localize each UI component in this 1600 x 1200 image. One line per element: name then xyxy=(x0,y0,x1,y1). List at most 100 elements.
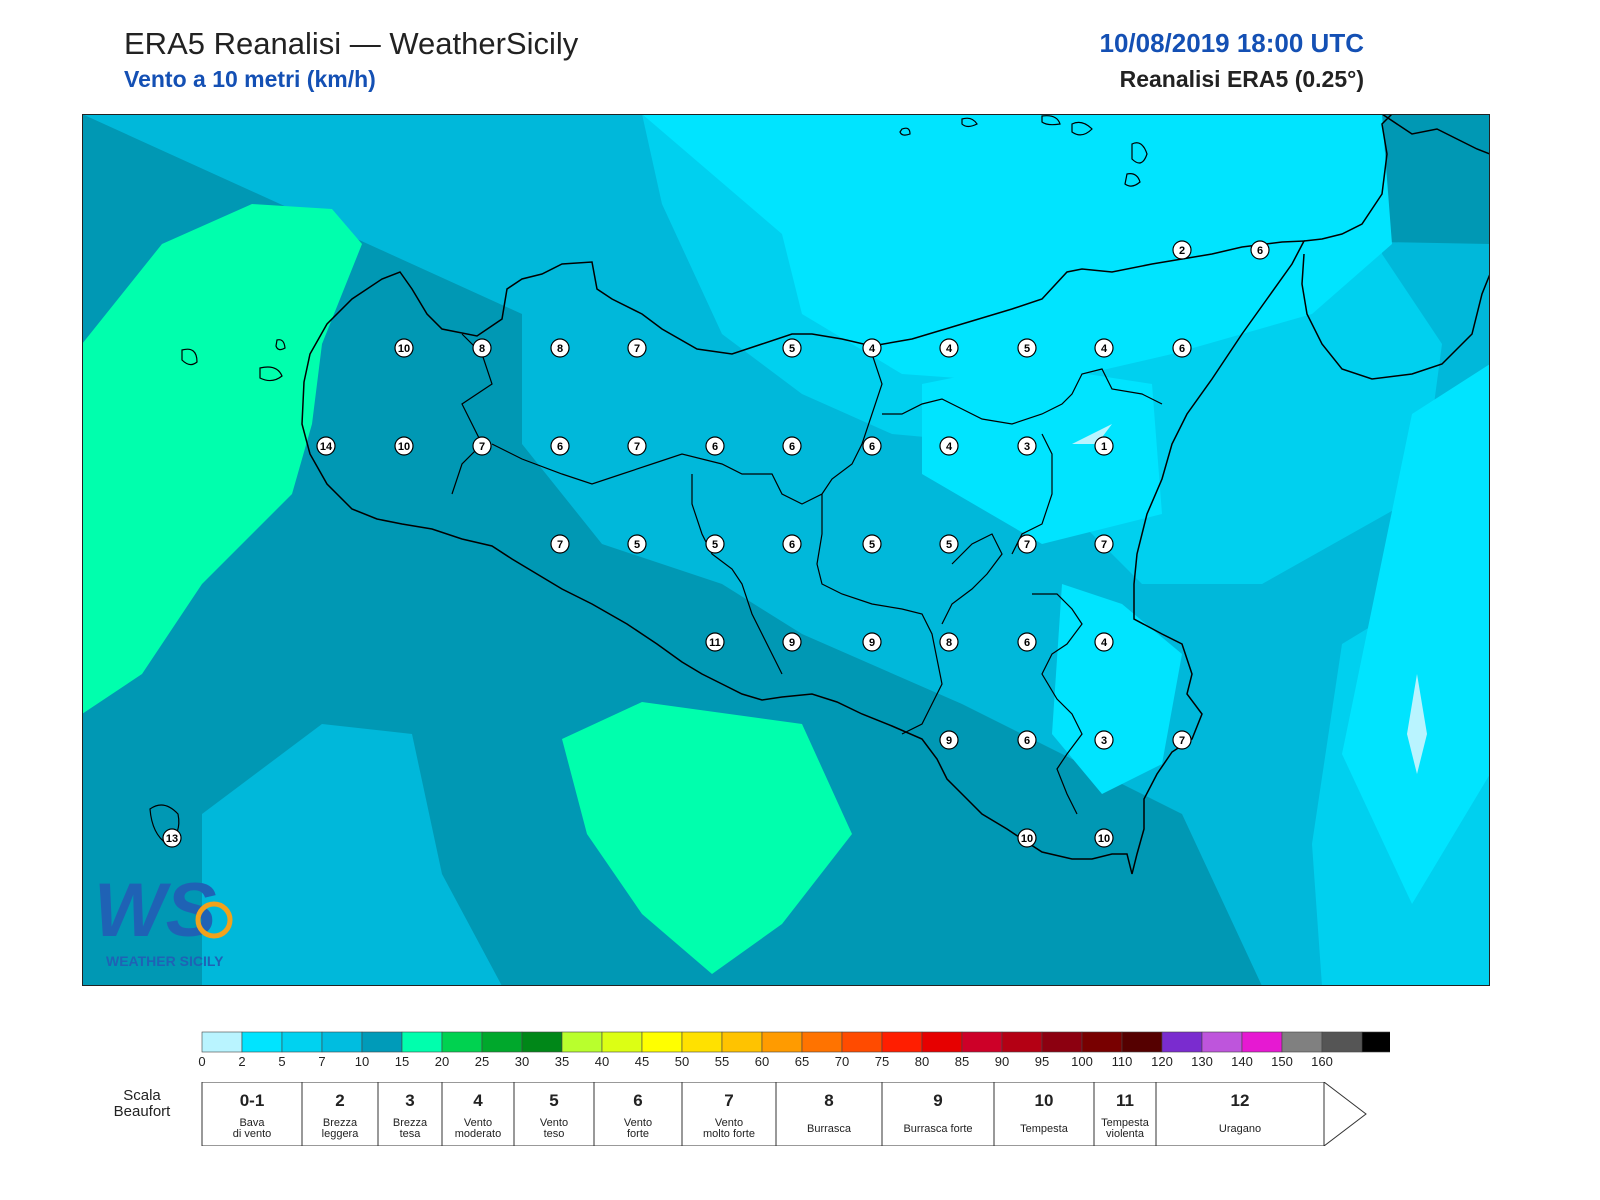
colorbar-swatches xyxy=(201,1031,1390,1053)
station-label: 6 xyxy=(712,441,718,453)
station-wind-value: 1 xyxy=(1094,436,1114,456)
egadi-islands xyxy=(181,339,286,382)
station-label: 6 xyxy=(1257,245,1263,257)
beaufort-force: 9 xyxy=(933,1091,942,1110)
station-marker xyxy=(939,338,959,358)
station-marker xyxy=(627,436,647,456)
colorbar-tick-label: 0 xyxy=(198,1054,205,1068)
beaufort-force: 6 xyxy=(633,1091,642,1110)
station-wind-value: 3 xyxy=(1017,436,1037,456)
beaufort-cell xyxy=(775,1082,883,1146)
colorbar-tick-label: 55 xyxy=(715,1054,729,1068)
station-marker xyxy=(472,436,492,456)
beaufort-force: 3 xyxy=(405,1091,414,1110)
station-marker xyxy=(705,534,725,554)
beaufort-class: 10 Tempesta xyxy=(993,1082,1095,1146)
beaufort-force: 12 xyxy=(1231,1091,1250,1110)
logo-caption: WEATHER SICILY xyxy=(106,953,224,969)
station-marker xyxy=(862,338,882,358)
wind-zone-mid xyxy=(202,724,502,986)
station-marker xyxy=(862,632,882,652)
colorbar-swatch xyxy=(1081,1031,1123,1053)
station-label: 10 xyxy=(1098,833,1110,845)
beaufort-cell xyxy=(513,1082,595,1146)
station-marker xyxy=(1017,338,1037,358)
station-wind-value: 4 xyxy=(939,436,959,456)
beaufort-name: Vento xyxy=(540,1117,568,1129)
beaufort-name: leggera xyxy=(322,1128,360,1140)
colorbar-swatch xyxy=(1321,1031,1363,1053)
station-wind-value: 5 xyxy=(1017,338,1037,358)
colorbar-swatch xyxy=(881,1031,923,1053)
station-marker xyxy=(1017,632,1037,652)
station-wind-value: 10 xyxy=(394,436,414,456)
station-marker xyxy=(550,338,570,358)
beaufort-name: Uragano xyxy=(1219,1123,1261,1135)
beaufort-name: forte xyxy=(627,1128,649,1140)
colorbar-swatch xyxy=(401,1031,443,1053)
station-wind-value: 4 xyxy=(1094,632,1114,652)
station-wind-value: 9 xyxy=(862,632,882,652)
colorbar-tick-label: 25 xyxy=(475,1054,489,1068)
station-label: 5 xyxy=(634,539,640,551)
station-marker xyxy=(1250,240,1270,260)
beaufort-name: Brezza xyxy=(393,1117,428,1129)
station-label: 9 xyxy=(789,637,795,649)
station-label: 4 xyxy=(946,441,953,453)
colorbar-swatch xyxy=(1041,1031,1083,1053)
station-label: 10 xyxy=(398,441,410,453)
colorbar-swatch xyxy=(681,1031,723,1053)
colorbar-swatch xyxy=(721,1031,763,1053)
colorbar-swatch xyxy=(921,1031,963,1053)
strong-wind-zone xyxy=(82,204,362,714)
beaufort-class: 9 Burrasca forte xyxy=(881,1082,995,1146)
station-marker xyxy=(862,534,882,554)
map-datetime: 10/08/2019 18:00 UTC xyxy=(1099,28,1364,58)
beaufort-cell xyxy=(1093,1082,1157,1146)
station-label: 9 xyxy=(946,735,952,747)
station-wind-value: 9 xyxy=(782,632,802,652)
station-label: 7 xyxy=(557,539,563,551)
station-wind-value: 7 xyxy=(627,338,647,358)
colorbar-swatch xyxy=(1201,1031,1243,1053)
colorbar-swatch xyxy=(601,1031,643,1053)
station-marker xyxy=(627,534,647,554)
station-marker xyxy=(862,436,882,456)
station-wind-value: 7 xyxy=(1094,534,1114,554)
station-label: 6 xyxy=(1024,637,1030,649)
colorbar-swatch xyxy=(281,1031,323,1053)
station-wind-value: 2 xyxy=(1172,240,1192,260)
beaufort-name: Tempesta xyxy=(1101,1117,1150,1129)
beaufort-force: 5 xyxy=(549,1091,558,1110)
station-marker xyxy=(1094,436,1114,456)
station-wind-value: 11 xyxy=(705,632,725,652)
weathersicily-logo: WS WEATHER SICILY xyxy=(94,868,233,969)
colorbar-tick-label: 110 xyxy=(1112,1054,1133,1068)
colorbar-tick-label: 120 xyxy=(1151,1054,1173,1068)
strong-wind-zone xyxy=(562,702,852,974)
station-label: 7 xyxy=(1179,735,1185,747)
station-marker xyxy=(1017,534,1037,554)
station-wind-value: 14 xyxy=(316,436,336,456)
station-wind-value: 10 xyxy=(394,338,414,358)
station-label: 3 xyxy=(1101,735,1107,747)
station-wind-value: 13 xyxy=(162,828,182,848)
colorbar-swatch xyxy=(1161,1031,1203,1053)
station-wind-value: 5 xyxy=(705,534,725,554)
colorbar-ticks: 0 2 5 7 10 15 20 25 30 35 40 45 50 55 60 65 70 75 80 85 90 95… xyxy=(198,1054,1332,1068)
station-wind-value: 9 xyxy=(939,730,959,750)
station-label: 6 xyxy=(869,441,875,453)
beaufort-name: Burrasca xyxy=(807,1123,852,1135)
station-wind-value: 6 xyxy=(1250,240,1270,260)
station-label: 2 xyxy=(1179,245,1185,257)
colorbar-tick-label: 10 xyxy=(355,1054,369,1068)
station-label: 4 xyxy=(869,343,876,355)
station-marker xyxy=(394,436,414,456)
station-marker xyxy=(782,338,802,358)
wind-zone-pale xyxy=(922,364,1162,544)
station-label: 7 xyxy=(634,343,640,355)
